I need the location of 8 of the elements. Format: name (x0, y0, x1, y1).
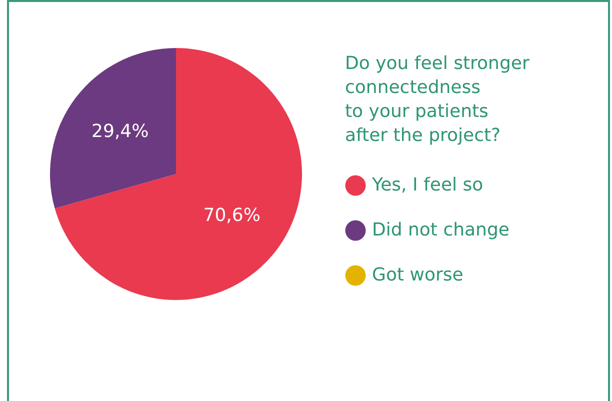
legend-label: Yes, I feel so (371, 174, 484, 196)
legend-label: Got worse (372, 264, 464, 286)
legend-label: Did not change (372, 220, 510, 240)
legend-title: Do you feel stronger connectedness to your patients after the project? (345, 53, 530, 146)
data-label: 70,6% (203, 205, 260, 226)
data-label: 29,4% (92, 120, 149, 142)
pie-slice (54, 48, 302, 300)
pie-slice (50, 48, 176, 208)
